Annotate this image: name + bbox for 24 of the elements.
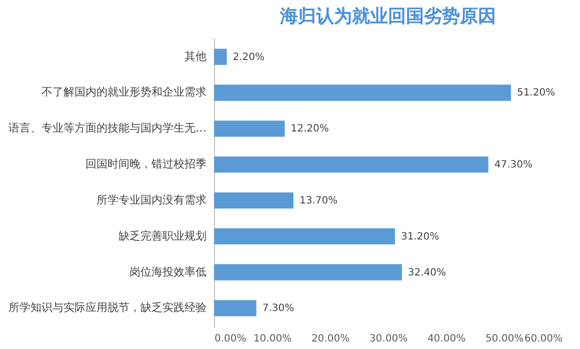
y-tick-label: 缺乏完善职业规划 [118, 229, 206, 242]
chart-title: 海归认为就业回国劣势原因 [279, 6, 496, 27]
data-label: 47.30% [494, 160, 532, 171]
data-label: 32.40% [408, 267, 446, 278]
y-tick-label: 其他 [184, 50, 206, 63]
data-label: 13.70% [299, 195, 338, 206]
y-tick-label: 岗位海投效率低 [130, 265, 206, 278]
x-tick-label: 40.00% [427, 334, 466, 344]
data-label: 7.30% [262, 303, 294, 314]
x-tick-label: 0.00% [214, 334, 246, 344]
data-label: 12.20% [290, 124, 329, 135]
x-tick-label: 10.00% [253, 334, 292, 344]
x-tick-label: 50.00% [485, 334, 524, 344]
y-tick-label: 不了解国内的就业形势和企业需求 [42, 86, 206, 99]
y-tick-label: 所学专业国内没有需求 [96, 193, 206, 206]
y-tick-label: 回国时间晚，错过校招季 [86, 158, 206, 171]
y-tick-label: 所学知识与实际应用脱节，缺乏实践经验 [8, 301, 206, 314]
data-label: 2.20% [232, 52, 265, 63]
data-label: 51.20% [516, 88, 556, 99]
y-tick-label: 语言、专业等方面的技能与国内学生无… [8, 122, 206, 135]
data-label: 31.20% [400, 231, 440, 242]
x-tick-label: 20.00% [311, 334, 350, 344]
x-tick-label: 60.00% [524, 334, 562, 344]
x-tick-label: 30.00% [369, 334, 408, 344]
